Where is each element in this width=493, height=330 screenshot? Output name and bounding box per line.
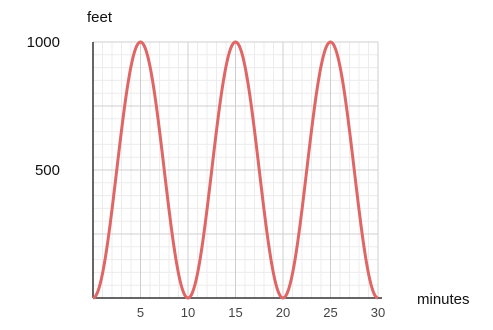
x-tick-label: 25	[323, 305, 337, 320]
y-tick-label: 500	[35, 162, 60, 179]
x-tick-label: 15	[228, 305, 242, 320]
x-tick-label: 5	[137, 305, 144, 320]
series-line	[92, 40, 379, 300]
series-group	[92, 40, 379, 300]
x-axis-label: minutes	[417, 291, 470, 308]
x-tick-label: 20	[276, 305, 290, 320]
x-tick-label: 30	[371, 305, 385, 320]
x-tick-labels: 5 10 15 20 25 30	[137, 305, 385, 320]
x-tick-label: 10	[181, 305, 195, 320]
y-tick-label: 1000	[27, 34, 60, 51]
y-tick-labels: 500 1000	[27, 34, 60, 179]
axes	[92, 42, 382, 299]
y-axis-label: feet	[87, 9, 113, 26]
